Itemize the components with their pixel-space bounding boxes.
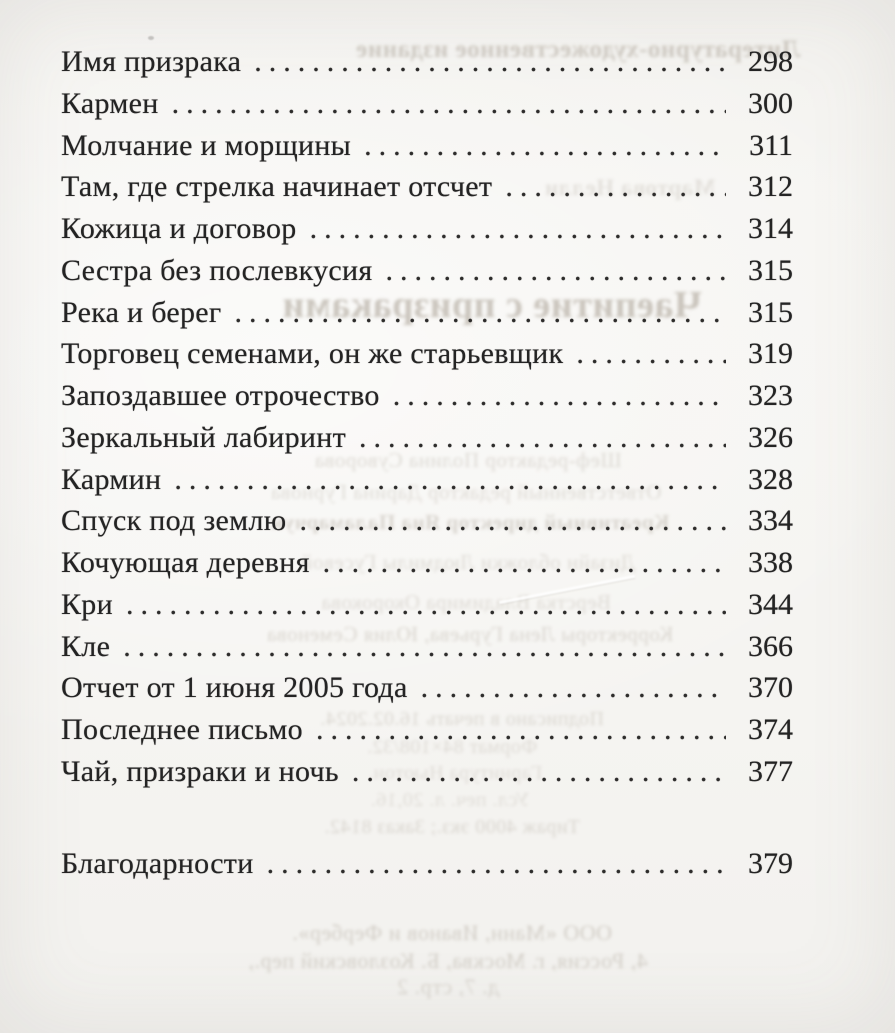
toc-entry-title: Чай, призраки и ночь xyxy=(61,754,339,788)
toc-entry-title: Кочующая деревня xyxy=(61,546,310,579)
toc-entry-title: Кле xyxy=(61,629,111,663)
toc-entry: Кожица и договор .......................… xyxy=(61,208,793,250)
toc-entry-title: Сестра без послевкусия xyxy=(61,253,373,287)
toc-entry: Кле ....................................… xyxy=(61,626,793,668)
toc-entry: Кри ....................................… xyxy=(61,584,793,626)
toc-entry-page-number: 326 xyxy=(748,420,793,454)
toc-entry-page-number: 328 xyxy=(748,462,793,496)
toc-entry-title: Река и берег xyxy=(61,295,222,329)
scan-speck-artifact xyxy=(148,36,154,40)
toc-entry-title: Отчет от 1 июня 2005 года xyxy=(61,671,408,705)
dot-leader: ........................................… xyxy=(322,546,726,579)
dot-leader: ........................................… xyxy=(234,295,727,329)
toc-entry: Запоздавшее отрочество .................… xyxy=(61,375,793,417)
toc-entry-title: Запоздавшее отрочество xyxy=(61,379,380,412)
toc-entry: Спуск под землю ........................… xyxy=(61,500,793,542)
toc-entry: Кочующая деревня .......................… xyxy=(61,542,793,584)
toc-entry-title: Кармен xyxy=(61,86,159,120)
toc-entry-title: Кри xyxy=(61,587,113,621)
dot-leader: ........................................… xyxy=(123,629,726,663)
dot-leader: ........................................… xyxy=(266,846,726,880)
toc-entry-page-number: 300 xyxy=(748,86,793,120)
table-of-contents: Имя призрака ...........................… xyxy=(61,41,793,884)
toc-entry-title: Торговец семенами, он же старьевщик xyxy=(61,337,564,371)
toc-entry-page-number: 370 xyxy=(748,671,793,705)
toc-entry: Имя призрака ...........................… xyxy=(61,41,793,83)
toc-entry: Чай, призраки и ночь ...................… xyxy=(61,751,793,793)
toc-entry-title: Молчание и морщины xyxy=(61,128,352,162)
toc-entry: Сестра без послевкусия .................… xyxy=(61,250,793,292)
dot-leader: ........................................… xyxy=(254,45,726,78)
toc-entry: Там, где стрелка начинает отсчет .......… xyxy=(61,166,793,208)
toc-entry-title: Спуск под землю xyxy=(61,504,287,538)
toc-entry-page-number: 323 xyxy=(748,379,793,412)
bleed-through-line: ООО «Манн, Иванов и Фербер». xyxy=(291,920,613,945)
toc-entry-page-number: 377 xyxy=(748,754,793,788)
toc-entry-page-number: 312 xyxy=(748,170,793,204)
dot-leader: ........................................… xyxy=(315,713,726,746)
dot-leader: ........................................… xyxy=(505,170,726,204)
toc-entry: Торговец семенами, он же старьевщик ....… xyxy=(61,333,793,375)
toc-entry-page-number: 374 xyxy=(748,713,793,746)
toc-entry: Отчет от 1 июня 2005 года ..............… xyxy=(61,667,793,709)
toc-entry-title: Имя призрака xyxy=(61,45,242,78)
dot-leader: ........................................… xyxy=(171,86,726,120)
toc-entry: Молчание и морщины .....................… xyxy=(61,125,793,167)
toc-entry-page-number: 379 xyxy=(748,846,793,880)
dot-leader: ........................................… xyxy=(420,671,726,705)
dot-leader: ........................................… xyxy=(299,504,726,538)
toc-entry-page-number: 338 xyxy=(748,546,793,579)
dot-leader: ........................................… xyxy=(364,128,726,162)
dot-leader: ........................................… xyxy=(392,379,726,412)
toc-entry-title: Зеркальный лабиринт xyxy=(61,420,346,454)
dot-leader: ........................................… xyxy=(576,337,726,371)
dot-leader: ........................................… xyxy=(351,754,726,788)
toc-entry-title: Кармин xyxy=(61,462,162,496)
bleed-through-line: 4, Россия, г. Москва, Б. Козловский пер.… xyxy=(248,948,648,973)
toc-entry-page-number: 314 xyxy=(748,212,793,245)
toc-entry-page-number: 334 xyxy=(748,504,793,538)
toc-entry: Зеркальный лабиринт ....................… xyxy=(61,417,793,459)
dot-leader: ........................................… xyxy=(125,587,726,621)
toc-entry-page-number: 319 xyxy=(748,337,793,371)
dot-leader: ........................................… xyxy=(359,420,726,454)
dot-leader: ........................................… xyxy=(385,253,726,287)
toc-entry: Кармен .................................… xyxy=(61,83,793,125)
toc-entry: Последнее письмо .......................… xyxy=(61,709,793,751)
bleed-through-line: д. 7, стр. 2 xyxy=(396,974,500,999)
dot-leader: ........................................… xyxy=(309,212,726,245)
toc-entry-title: Там, где стрелка начинает отсчет xyxy=(61,170,493,204)
toc-entry-title: Кожица и договор xyxy=(61,212,297,245)
toc-entry: Кармин .................................… xyxy=(61,459,793,501)
toc-entry-page-number: 315 xyxy=(748,295,793,329)
toc-entry-page-number: 315 xyxy=(748,253,793,287)
toc-entry-page-number: 366 xyxy=(748,629,793,663)
toc-entry-page-number: 298 xyxy=(748,45,793,78)
toc-entry-title: Последнее письмо xyxy=(61,713,303,746)
dot-leader: ........................................… xyxy=(174,462,726,496)
toc-entry-page-number: 344 xyxy=(748,587,793,621)
toc-entry-page-number: 311 xyxy=(749,128,793,162)
toc-entry: Благодарности ..........................… xyxy=(61,843,793,885)
toc-entry-title: Благодарности xyxy=(61,846,254,880)
toc-entry: Река и берег ...........................… xyxy=(61,292,793,334)
